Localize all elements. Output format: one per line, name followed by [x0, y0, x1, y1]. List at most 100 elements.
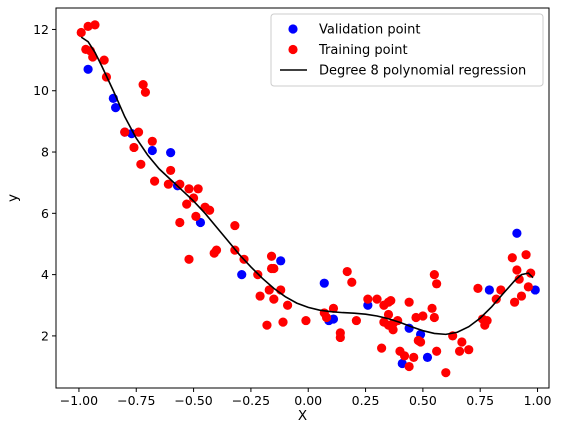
- training-point: [166, 165, 176, 176]
- x-tick-label: 1.00: [524, 393, 552, 408]
- validation-point: [111, 103, 121, 113]
- training-point: [283, 300, 293, 310]
- training-point: [473, 283, 483, 293]
- training-point: [429, 270, 439, 280]
- training-point: [363, 294, 373, 304]
- legend-label: Training point: [318, 43, 408, 58]
- training-point: [482, 315, 492, 326]
- x-tick-label: 0.50: [409, 393, 437, 408]
- x-tick-label: 0.25: [352, 393, 380, 408]
- training-point: [205, 205, 215, 215]
- validation-point: [147, 145, 157, 156]
- training-point: [136, 159, 146, 169]
- training-point: [418, 311, 428, 321]
- training-point: [516, 291, 527, 301]
- training-point: [411, 312, 421, 323]
- training-point: [409, 352, 419, 362]
- x-tick-label: −0.50: [174, 393, 212, 408]
- y-tick-label: 4: [41, 267, 49, 282]
- training-point: [182, 199, 192, 209]
- training-point: [496, 285, 506, 295]
- training-point: [404, 361, 414, 372]
- training-point: [429, 312, 439, 323]
- legend: Validation point Training point Degree 8 p…: [270, 13, 544, 87]
- x-axis-label: X: [298, 408, 307, 424]
- training-point: [464, 345, 474, 355]
- training-point: [507, 253, 517, 263]
- validation-point: [484, 285, 494, 295]
- training-point: [347, 277, 357, 287]
- training-point: [432, 279, 442, 289]
- y-tick-label: 10: [33, 83, 49, 98]
- axes-frame: [55, 7, 550, 389]
- legend-label: Validation point: [319, 23, 420, 38]
- training-point: [521, 250, 531, 260]
- training-point: [266, 251, 277, 261]
- x-tick-label: −0.75: [117, 393, 155, 408]
- training-point: [147, 136, 157, 146]
- training-point: [512, 265, 522, 275]
- training-point: [90, 20, 100, 30]
- training-point: [441, 368, 451, 378]
- training-point: [269, 294, 279, 304]
- training-point: [83, 21, 93, 31]
- training-point: [399, 351, 410, 361]
- training-point: [372, 294, 382, 304]
- training-point: [321, 312, 332, 323]
- y-tick-label: 2: [41, 328, 49, 343]
- training-point: [99, 55, 109, 65]
- training-point: [230, 220, 240, 231]
- training-point: [193, 184, 203, 194]
- ticks: −1.00 −0.75 −0.50 −0.25 0.00 0.25 0.50 0.75 1.00…: [33, 22, 551, 408]
- training-point: [76, 27, 86, 38]
- validation-point: [397, 358, 407, 369]
- x-tick-label: −1.00: [60, 393, 98, 408]
- training-point: [415, 337, 426, 347]
- regression-line: [80, 36, 534, 336]
- legend-label: Degree 8 polynomial regression: [319, 64, 526, 79]
- training-point: [278, 317, 288, 327]
- x-tick-label: 0.00: [294, 393, 322, 408]
- validation-point: [422, 352, 433, 362]
- validation-point: [319, 278, 329, 288]
- y-tick-label: 6: [41, 206, 49, 221]
- training-point: [138, 80, 148, 90]
- y-axis-label: y: [5, 194, 21, 202]
- training-point: [191, 211, 201, 221]
- training-point: [133, 127, 144, 137]
- training-point: [526, 268, 536, 278]
- training-point: [188, 193, 199, 203]
- training-point: [140, 87, 151, 97]
- training-point: [383, 309, 394, 320]
- x-tick-label: −0.25: [232, 393, 270, 408]
- training-point: [129, 142, 139, 153]
- training-point: [342, 266, 352, 277]
- plot-frame: [55, 7, 550, 389]
- training-point: [377, 343, 387, 353]
- training-point: [264, 285, 274, 295]
- training-point: [454, 346, 465, 356]
- x-tick-label: 0.75: [466, 393, 494, 408]
- validation-point: [512, 228, 522, 238]
- training-point: [211, 245, 222, 255]
- validation-point: [237, 270, 247, 280]
- validation-point: [127, 129, 137, 139]
- training-point: [328, 303, 339, 313]
- training-point: [427, 303, 437, 313]
- validation-point: [328, 314, 339, 324]
- training-point: [432, 346, 442, 356]
- training-point: [184, 184, 194, 194]
- training-point: [335, 332, 345, 343]
- legend-marker: [288, 44, 298, 55]
- validation-point: [83, 64, 93, 74]
- training-point: [88, 52, 98, 62]
- y-tick-label: 8: [41, 145, 49, 160]
- training-point: [514, 274, 524, 284]
- validation-point: [166, 148, 176, 158]
- training-point: [388, 325, 398, 335]
- training-point: [386, 296, 396, 306]
- y-tick-label: 12: [33, 22, 49, 37]
- training-point: [351, 315, 361, 326]
- training-point: [120, 127, 130, 137]
